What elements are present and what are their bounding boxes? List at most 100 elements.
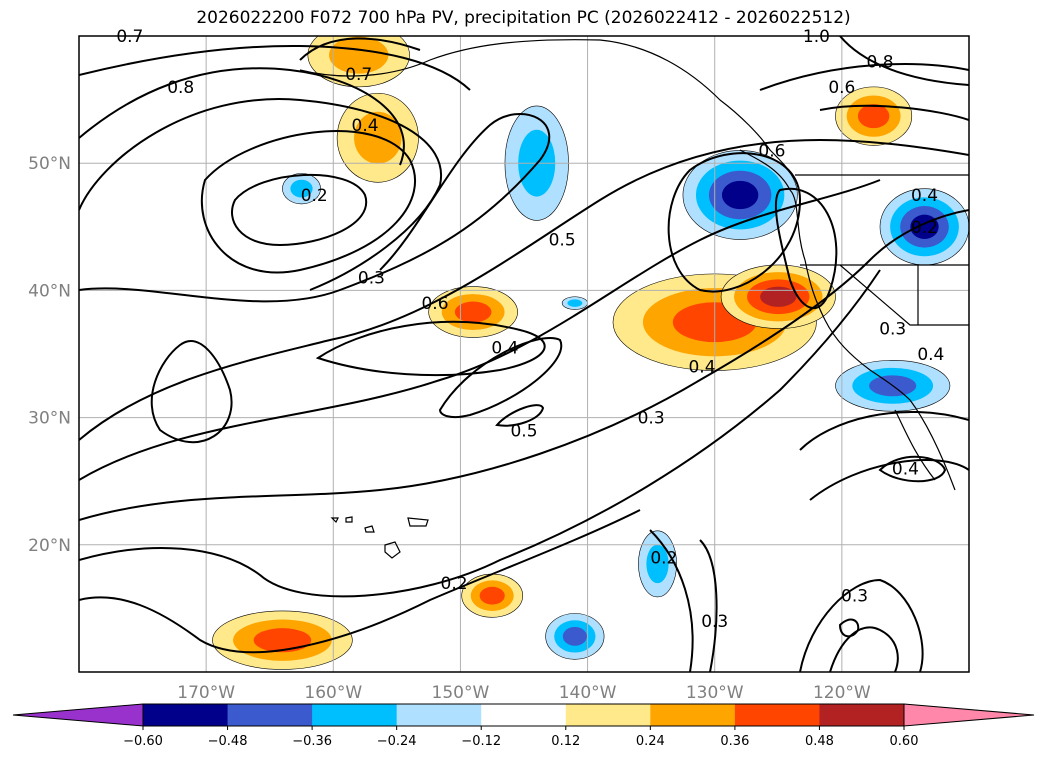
contour-label: 0.8 — [866, 52, 893, 72]
pv-contour — [838, 618, 860, 638]
pv-contour — [315, 320, 546, 377]
pv-contour — [799, 578, 924, 672]
precip-blob-2-band-2 — [454, 301, 492, 323]
pv-contour — [809, 459, 969, 501]
y-tick-label: 40°N — [28, 281, 71, 301]
precip-blob-1-band-1 — [329, 36, 389, 74]
hawaii-island — [330, 517, 339, 524]
contour-label: 0.2 — [441, 574, 468, 594]
contour-label: 0.4 — [892, 459, 919, 479]
colorbar-tick-label: 0.12 — [551, 734, 580, 749]
contour-label: 0.3 — [358, 269, 385, 289]
pv-contour — [829, 626, 899, 672]
x-tick-label: 170°W — [177, 683, 235, 703]
hawaii-island — [384, 541, 401, 559]
x-tick-label: 140°W — [559, 683, 617, 703]
pv-contour — [231, 173, 368, 247]
coastline-alaska — [299, 39, 796, 181]
colorbar-segment — [734, 704, 820, 726]
x-tick-label: 160°W — [304, 683, 362, 703]
colorbar-tick-label: 0.48 — [805, 734, 834, 749]
contour-label: 0.4 — [911, 186, 938, 206]
contour-label: 0.4 — [491, 339, 518, 359]
x-tick-label: 120°W — [813, 683, 871, 703]
y-tick-label: 50°N — [28, 154, 71, 174]
y-tick-label: 30°N — [28, 409, 71, 429]
pv-contour — [839, 36, 969, 86]
x-tick-label: 150°W — [432, 683, 490, 703]
state-border-3 — [839, 264, 969, 326]
pv-contour — [79, 113, 551, 303]
contour-label: 0.5 — [510, 421, 537, 441]
contour-label: 0.6 — [758, 141, 785, 161]
pv-contour — [79, 138, 969, 441]
precip-blob-6-band-3 — [760, 286, 797, 307]
pv-contour — [819, 104, 969, 121]
precip-blob-4-band-2 — [253, 628, 312, 653]
colorbar-segment — [396, 704, 482, 726]
colorbar-segment — [227, 704, 313, 726]
precip-blob-13-band-1 — [646, 544, 669, 584]
pv-contour — [438, 337, 563, 419]
pv-contour — [878, 455, 947, 483]
contour-label: 0.4 — [352, 116, 379, 136]
colorbar-tick-label: −0.24 — [377, 734, 417, 749]
contour-label: 0.7 — [116, 27, 143, 47]
contour-label: 0.4 — [688, 358, 715, 378]
colorbar-extend-low — [12, 703, 144, 727]
pv-contour — [79, 209, 969, 521]
colorbar-tick-label: 0.24 — [636, 734, 665, 749]
precip-blob-14-band-1 — [290, 179, 313, 198]
colorbar-segment — [143, 704, 229, 726]
contour-label: 0.7 — [345, 65, 372, 85]
pv-contour — [79, 509, 641, 654]
contour-label: 0.4 — [917, 345, 944, 365]
pv-contour — [79, 44, 471, 91]
y-tick-label: 20°N — [28, 536, 71, 556]
pv-contour — [759, 63, 969, 91]
colorbar-segment — [312, 704, 398, 726]
contour-label: 0.3 — [701, 612, 728, 632]
pv-contour — [799, 410, 969, 451]
pv-contour — [774, 187, 838, 310]
pv-contour — [299, 37, 421, 61]
coastline-us-west — [804, 259, 956, 491]
chart-title: 2026022200 F072 700 hPa PV, precipitatio… — [196, 8, 851, 28]
colorbar-tick-label: −0.36 — [292, 734, 332, 749]
colorbar-tick-label: −0.48 — [208, 734, 248, 749]
pv-contour — [79, 67, 405, 166]
colorbar-tick-label: 0.36 — [720, 734, 749, 749]
pv-contour — [200, 130, 416, 274]
pv-contour — [79, 269, 881, 598]
precip-blob-12-band-2 — [562, 626, 587, 646]
pv-contour — [667, 152, 802, 293]
colorbar-tick-label: −0.60 — [123, 734, 163, 749]
colorbar-segment — [565, 704, 651, 726]
pv-contour — [79, 98, 443, 291]
contour-label: 0.3 — [841, 587, 868, 607]
contour-label: 0.6 — [421, 294, 448, 314]
pv-contour — [699, 539, 718, 672]
pv-contour — [495, 404, 545, 427]
precip-blob-7-band-2 — [857, 104, 890, 129]
contour-label: 0.2 — [650, 549, 677, 569]
contour-label: 0.2 — [301, 186, 328, 206]
contour-label: 0.3 — [879, 320, 906, 340]
colorbar-segment — [819, 704, 905, 726]
colorbar-tick-label: 0.60 — [890, 734, 919, 749]
contour-label: 0.5 — [549, 231, 576, 251]
hawaii-island — [345, 516, 353, 523]
coastline-bc — [739, 149, 806, 261]
colorbar-tick-label: −0.12 — [461, 734, 501, 749]
pv-contour — [150, 340, 233, 444]
precip-blob-8-band-3 — [721, 180, 759, 210]
contour-label: 0.8 — [167, 78, 194, 98]
hawaii-island — [364, 525, 375, 533]
hawaii-island — [407, 517, 429, 527]
colorbar-frame — [142, 703, 905, 727]
contour-label: 0.6 — [828, 78, 855, 98]
x-tick-label: 130°W — [686, 683, 744, 703]
contour-label: 1.0 — [803, 27, 830, 47]
colorbar-segment — [650, 704, 736, 726]
